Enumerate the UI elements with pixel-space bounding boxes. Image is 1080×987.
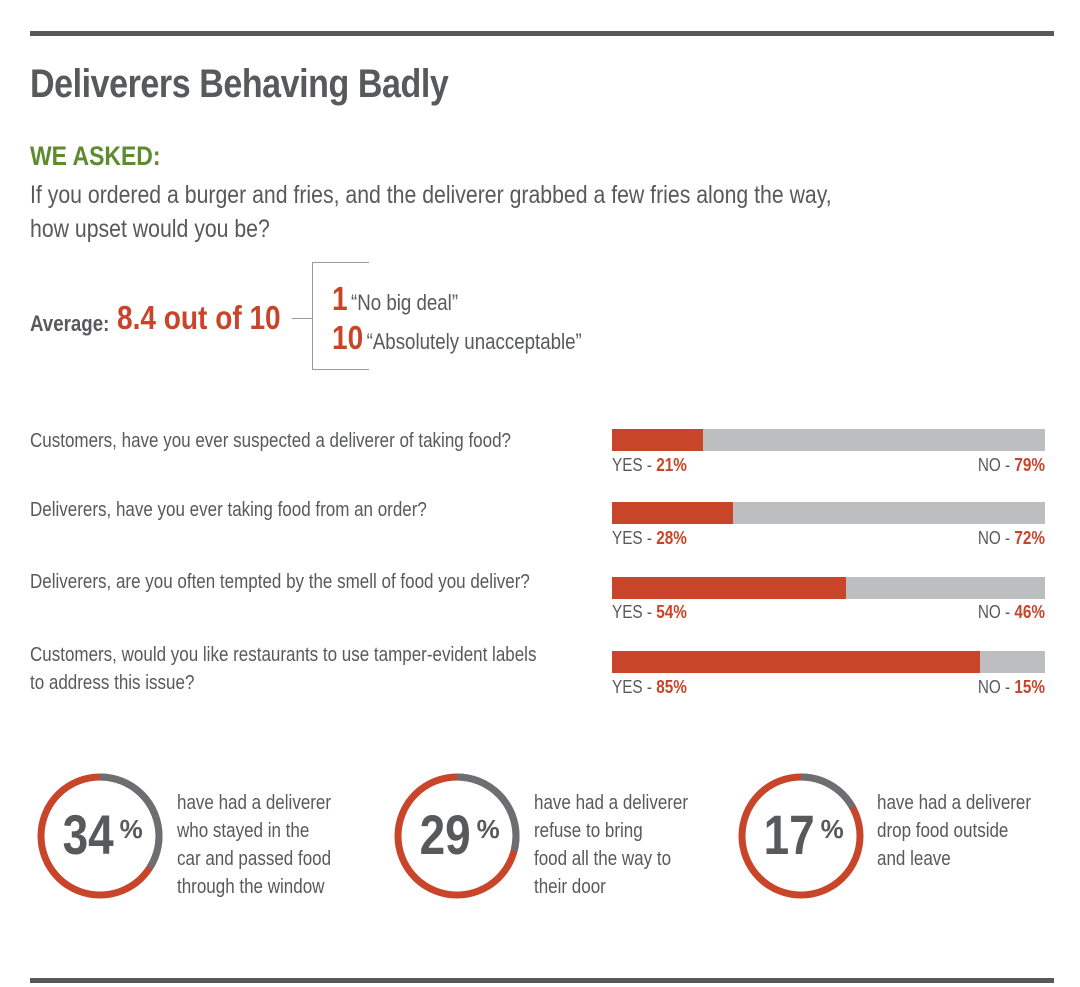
bar-track [612, 577, 1045, 599]
bar-track [612, 651, 1045, 673]
ring-chart [394, 773, 520, 899]
percent-sign: % [476, 814, 500, 844]
stat-description-line: who stayed in the [177, 820, 310, 842]
ring-percent: 34% [36, 800, 164, 870]
bar-question-line: Customers, have you ever suspected a del… [30, 430, 511, 452]
scale-bracket [312, 262, 369, 370]
stat-description-line: through the window [177, 876, 325, 898]
bar-yes-fill [612, 429, 703, 451]
survey-question-3: Deliverers, are you often tempted by the… [30, 568, 618, 596]
bar-question-line: Deliverers, have you ever taking food fr… [30, 499, 427, 521]
survey-question-1: Customers, have you ever suspected a del… [30, 427, 596, 455]
no-value: 46% [1014, 602, 1045, 622]
no-value: 15% [1014, 677, 1045, 697]
bar-yes-fill [612, 577, 846, 599]
scale-connector [292, 318, 312, 319]
ring-value-arc [37, 773, 163, 899]
stat-description-line: refuse to bring [534, 820, 643, 842]
question-line: If you ordered a burger and fries, and t… [30, 181, 832, 209]
stat-description: have had a deliverer refuse to bring food … [534, 789, 715, 901]
percent-sign: % [119, 814, 143, 844]
scale-max: 10 “Absolutely unacceptable” [332, 319, 582, 357]
stat-description-line: have had a deliverer [877, 792, 1032, 814]
stat-description-line: drop food outside [877, 820, 1009, 842]
scale-max-number: 10 [332, 319, 364, 356]
average-label: Average: [30, 311, 110, 336]
stat-description-line: have had a deliverer [534, 792, 689, 814]
scale-min-number: 1 [332, 280, 348, 317]
top-rule [30, 31, 1054, 36]
stat-description-line: and leave [877, 848, 951, 870]
no-label: NO - [977, 528, 1015, 548]
stat-description-line: food all the way to [534, 848, 672, 870]
ring-value-arc [394, 773, 520, 899]
yes-value: 21% [656, 455, 687, 475]
yes-percent-label: YES - 28% [612, 528, 687, 549]
average-value: 8.4 out of 10 [117, 299, 281, 336]
stat-description-line: have had a deliverer [177, 792, 332, 814]
yes-label: YES - [612, 455, 657, 475]
ring-number: 29 [419, 803, 471, 866]
scale-min: 1 “No big deal” [332, 280, 458, 318]
question-line: how upset would you be? [30, 215, 270, 243]
bar-question-line: to address this issue? [30, 672, 195, 694]
no-label: NO - [977, 455, 1015, 475]
stat-description-line: car and passed food [177, 848, 332, 870]
bar-question-line: Customers, would you like restaurants to… [30, 644, 537, 666]
bar-question-line: Deliverers, are you often tempted by the… [30, 571, 530, 593]
page-title: Deliverers Behaving Badly [30, 62, 449, 106]
stat-ring: 17% [737, 772, 865, 900]
yes-value: 85% [656, 677, 687, 697]
yes-percent-label: YES - 85% [612, 677, 687, 698]
ring-number: 34 [62, 803, 114, 866]
scale-max-text: “Absolutely unacceptable” [366, 329, 582, 354]
yes-label: YES - [612, 602, 657, 622]
survey-question-2: Deliverers, have you ever taking food fr… [30, 496, 497, 524]
ring-percent: 29% [393, 800, 521, 870]
survey-question: If you ordered a burger and fries, and t… [30, 178, 973, 246]
no-label: NO - [977, 602, 1015, 622]
yes-percent-label: YES - 54% [612, 602, 687, 623]
no-percent-label: NO - 15% [978, 677, 1045, 698]
ring-percent: 17% [737, 800, 865, 870]
survey-question-4: Customers, would you like restaurants to… [30, 641, 626, 697]
scale-min-text: “No big deal” [351, 290, 459, 315]
yes-value: 54% [656, 602, 687, 622]
stat-ring: 34% [36, 772, 164, 900]
yes-percent-label: YES - 21% [612, 455, 687, 476]
percent-sign: % [820, 814, 844, 844]
no-value: 72% [1014, 528, 1045, 548]
ring-chart [37, 773, 163, 899]
yes-label: YES - [612, 677, 657, 697]
bar-yes-fill [612, 502, 734, 524]
bar-track [612, 429, 1045, 451]
bar-track [612, 502, 1045, 524]
no-percent-label: NO - 79% [978, 455, 1045, 476]
stat-ring: 29% [393, 772, 521, 900]
stat-description: have had a deliverer who stayed in the car… [177, 789, 358, 901]
stat-description-line: their door [534, 876, 606, 898]
stat-description: have had a deliverer drop food outside and… [877, 789, 1058, 873]
no-percent-label: NO - 46% [978, 602, 1045, 623]
no-label: NO - [977, 677, 1015, 697]
ring-value-arc [738, 773, 864, 899]
no-value: 79% [1014, 455, 1045, 475]
we-asked-label: WE ASKED: [30, 141, 161, 171]
yes-value: 28% [656, 528, 687, 548]
bottom-rule [30, 978, 1054, 983]
yes-label: YES - [612, 528, 657, 548]
no-percent-label: NO - 72% [978, 528, 1045, 549]
bar-yes-fill [612, 651, 981, 673]
ring-chart [738, 773, 864, 899]
ring-number: 17 [763, 803, 815, 866]
